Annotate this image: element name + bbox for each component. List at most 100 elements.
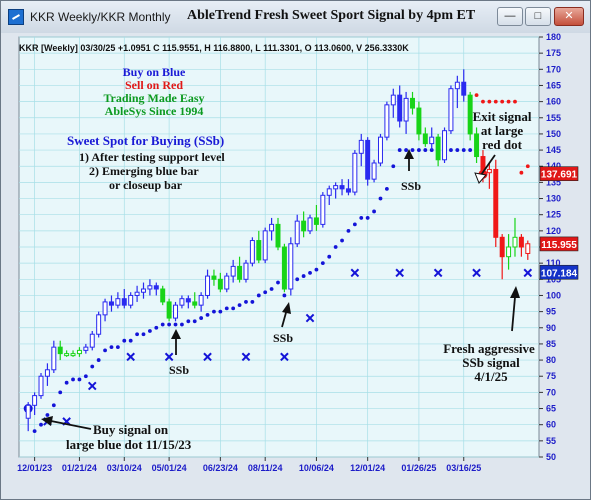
blue-signal-dot — [340, 238, 344, 243]
price-bar — [493, 168, 499, 238]
y-tick-label: 180 — [546, 33, 561, 42]
sweet-spot-line3: or closeup bar — [109, 178, 183, 192]
x-mark — [164, 352, 174, 362]
y-tick-label: 165 — [546, 80, 561, 90]
price-bar — [377, 136, 383, 164]
price-bar — [301, 220, 307, 232]
y-tick-label: 75 — [546, 371, 556, 381]
x-mark-stroke — [280, 352, 289, 362]
x-mark-stroke — [472, 268, 481, 278]
price-bar — [275, 223, 281, 248]
price-bar — [237, 265, 243, 280]
price-bar — [147, 285, 153, 290]
price-chart[interactable]: 5055606570758085909510010511011512012513… — [9, 33, 584, 493]
y-tick-label: 110 — [546, 258, 561, 268]
y-tick-label: 90 — [546, 323, 556, 333]
fresh-ssb-line2: SSb signal — [462, 355, 520, 370]
arrow-head-exit — [474, 172, 487, 184]
blue-signal-dot — [64, 380, 69, 385]
blue-signal-dot — [173, 322, 178, 327]
price-bar — [89, 333, 95, 348]
red-signal-dot — [506, 99, 511, 104]
price-bar — [160, 288, 166, 303]
close-button[interactable]: ✕ — [554, 7, 584, 26]
x-mark — [350, 268, 360, 278]
sweet-spot-line1: 1) After testing support level — [79, 150, 225, 164]
blue-signal-dot — [205, 312, 210, 317]
blue-signal-dot — [397, 148, 402, 152]
x-tick-label: 03/16/25 — [446, 463, 481, 473]
price-bar — [128, 294, 134, 306]
exit-signal-line1: Exit signal — [473, 109, 532, 124]
arrow-head-buy — [41, 416, 53, 426]
blue-signal-dot — [160, 322, 165, 327]
arrow-head-ssb-may — [171, 329, 181, 339]
x-mark — [472, 268, 481, 278]
price-bar — [173, 304, 179, 319]
red-signal-dot — [487, 99, 492, 104]
price-bars — [25, 69, 531, 432]
price-bar — [384, 104, 390, 138]
price-bar — [365, 139, 371, 180]
price-bar — [134, 291, 140, 296]
blue-signal-dot — [96, 358, 101, 362]
blue-signal-dot — [154, 325, 159, 330]
blue-signal-dot — [135, 332, 139, 337]
price-bar — [166, 301, 172, 319]
blue-signal-dot — [231, 306, 236, 311]
blue-signal-dot — [372, 209, 376, 214]
price-bar — [141, 288, 146, 293]
blue-signal-dot — [167, 322, 172, 327]
price-bar — [179, 298, 185, 306]
exit-signal-line3: red dot — [482, 137, 523, 152]
price-tag: 107.184 — [539, 264, 579, 280]
blue-signal-dot — [224, 306, 229, 311]
minimize-button[interactable]: — — [497, 7, 523, 26]
chart-heading: AbleTrend Fresh Sweet Sport Signal by 4p… — [187, 8, 476, 23]
y-tick-label: 125 — [546, 210, 561, 220]
blue-signal-dot — [468, 148, 473, 152]
red-signal-dot — [481, 99, 485, 104]
blue-signal-dot — [301, 274, 306, 278]
blue-signal-dot — [282, 293, 287, 298]
x-mark — [241, 352, 251, 362]
legend-sell-on-red: Sell on Red — [125, 78, 183, 92]
price-bar — [397, 94, 403, 122]
blue-signal-dot — [51, 403, 56, 408]
price-bar — [454, 81, 460, 90]
arrow-exit — [480, 154, 496, 176]
fresh-ssb-line1: Fresh aggressive — [443, 341, 535, 356]
x-mark-stroke — [126, 352, 135, 362]
blue-signal-dot — [423, 148, 428, 152]
price-bar — [83, 346, 89, 351]
blue-signal-dot — [455, 148, 460, 152]
blue-signal-dot — [212, 309, 216, 314]
blue-signal-dot — [218, 309, 223, 314]
price-bar — [345, 188, 351, 193]
price-tags: 137.691 115.955 107.184 — [539, 166, 579, 280]
x-mark-stroke — [305, 313, 315, 323]
maximize-button[interactable]: □ — [525, 7, 551, 26]
price-bar — [217, 278, 223, 290]
arrow-head-ssb-dec — [404, 149, 414, 159]
support-x-marks — [43, 268, 533, 426]
x-mark-stroke — [523, 268, 533, 278]
blue-signal-dot — [346, 228, 351, 233]
maximize-icon: □ — [534, 10, 542, 22]
blue-signal-dot — [58, 390, 63, 395]
price-tag-box — [539, 264, 579, 280]
blue-signal-dot — [391, 164, 396, 169]
price-bar — [269, 223, 275, 232]
price-bar — [153, 285, 159, 290]
arrow-fresh — [511, 296, 516, 332]
exit-signal-line2: at large — [481, 123, 523, 138]
ssb-label-may: SSb — [169, 363, 189, 377]
blue-signal-dot — [147, 329, 152, 333]
x-mark — [126, 352, 135, 362]
price-bar — [64, 353, 70, 357]
x-tick-label: 12/01/24 — [350, 463, 385, 473]
price-bar — [512, 236, 518, 248]
blue-signal-dot — [410, 148, 415, 152]
red-signal-dot — [525, 164, 530, 169]
blue-signal-dot — [352, 222, 357, 227]
